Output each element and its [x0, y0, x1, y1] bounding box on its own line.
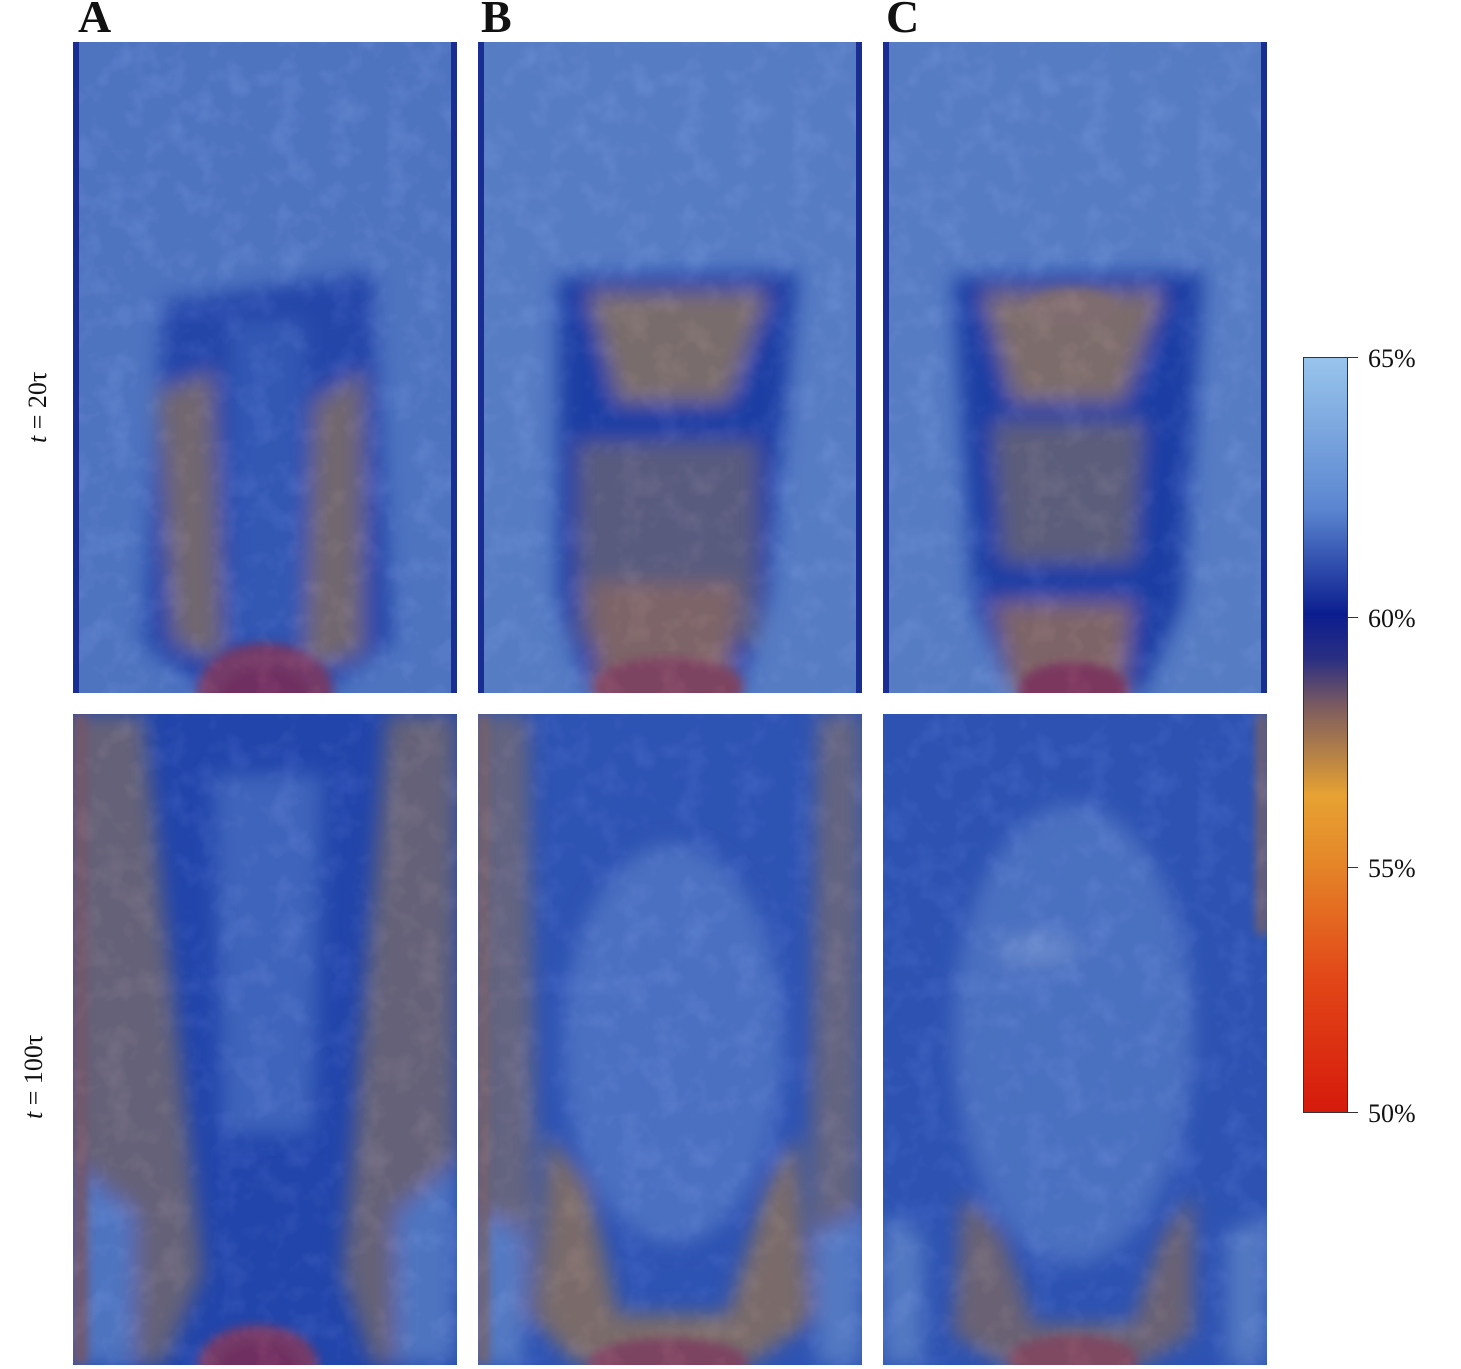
row-label-t20: t = 20τ — [23, 323, 53, 443]
colorbar-tick — [1348, 867, 1358, 868]
panel-b-t100 — [478, 714, 862, 1365]
colorbar-tick — [1348, 1112, 1358, 1113]
row-label-text: = 100τ — [19, 1034, 48, 1112]
panel-b-t20 — [478, 42, 862, 693]
colorbar — [1303, 357, 1348, 1113]
row-label-var: t — [23, 435, 52, 443]
column-label-c: C — [886, 0, 920, 42]
colorbar-tick-label-50: 50% — [1368, 1099, 1416, 1128]
colorbar-tick — [1348, 357, 1358, 358]
colorbar-tick-label-55: 55% — [1368, 854, 1416, 883]
row-label-text: = 20τ — [23, 371, 52, 436]
colorbar-tick-label-60: 60% — [1368, 604, 1416, 633]
panel-a-t100 — [73, 714, 457, 1365]
panel-c-t20 — [883, 42, 1267, 693]
column-label-a: A — [78, 0, 112, 42]
row-label-var: t — [19, 1111, 48, 1119]
column-label-b: B — [481, 0, 512, 42]
colorbar-tick-label-65: 65% — [1368, 344, 1416, 373]
colorbar-tick — [1348, 617, 1358, 618]
row-label-t100: t = 100τ — [19, 979, 49, 1119]
panel-a-t20 — [73, 42, 457, 693]
panel-c-t100 — [883, 714, 1267, 1365]
